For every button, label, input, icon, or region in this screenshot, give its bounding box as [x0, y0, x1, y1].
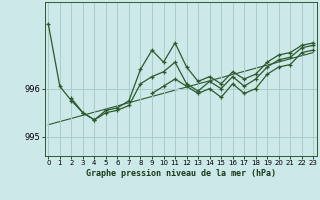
X-axis label: Graphe pression niveau de la mer (hPa): Graphe pression niveau de la mer (hPa): [86, 169, 276, 178]
